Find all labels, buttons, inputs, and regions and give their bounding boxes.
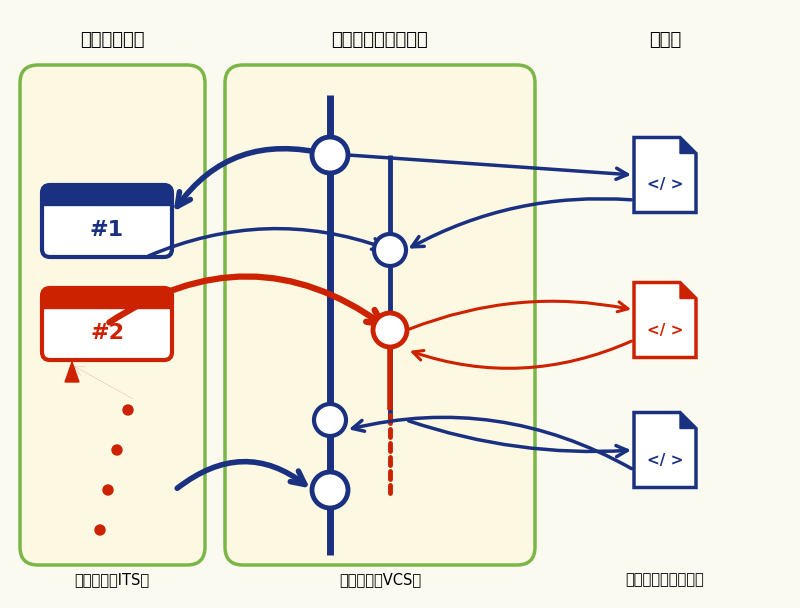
Text: </ >: </ > — [647, 452, 683, 468]
Circle shape — [95, 525, 105, 535]
Text: 個別所有（開発者）: 個別所有（開発者） — [626, 573, 704, 587]
FancyBboxPatch shape — [42, 288, 172, 360]
Bar — [42, 195, 172, 205]
Text: 共同所有（VCS）: 共同所有（VCS） — [339, 573, 421, 587]
Polygon shape — [65, 362, 79, 382]
FancyBboxPatch shape — [42, 185, 172, 257]
Circle shape — [374, 234, 406, 266]
FancyBboxPatch shape — [20, 65, 205, 565]
FancyBboxPatch shape — [225, 65, 535, 565]
Circle shape — [312, 137, 348, 173]
Text: </ >: </ > — [647, 178, 683, 193]
Text: #1: #1 — [90, 219, 124, 240]
Circle shape — [312, 472, 348, 508]
FancyBboxPatch shape — [42, 185, 172, 203]
Text: コード: コード — [649, 31, 681, 49]
Text: タスク・バグ: タスク・バグ — [80, 31, 144, 49]
Circle shape — [314, 404, 346, 436]
Bar — [42, 298, 172, 308]
Circle shape — [112, 445, 122, 455]
Circle shape — [103, 485, 113, 495]
Text: </ >: </ > — [647, 322, 683, 337]
FancyBboxPatch shape — [42, 288, 172, 306]
Polygon shape — [634, 412, 696, 488]
Polygon shape — [680, 283, 696, 299]
Text: #2: #2 — [90, 323, 124, 343]
Text: ブランチとコミット: ブランチとコミット — [332, 31, 428, 49]
Circle shape — [373, 313, 407, 347]
Polygon shape — [634, 283, 696, 358]
Polygon shape — [680, 137, 696, 153]
Polygon shape — [634, 137, 696, 213]
Text: 共同所有（ITS）: 共同所有（ITS） — [74, 573, 150, 587]
Circle shape — [123, 405, 133, 415]
Polygon shape — [680, 412, 696, 429]
